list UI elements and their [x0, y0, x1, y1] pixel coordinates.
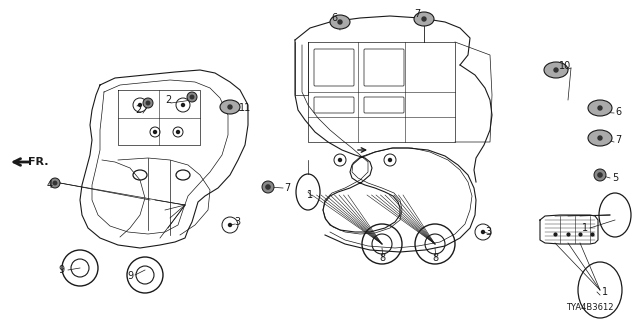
- Text: 7: 7: [284, 183, 290, 193]
- Text: 4: 4: [47, 180, 53, 190]
- Text: 1: 1: [307, 190, 313, 200]
- Text: 2: 2: [165, 95, 171, 105]
- Circle shape: [50, 178, 60, 188]
- Circle shape: [228, 105, 232, 109]
- Text: 7: 7: [414, 9, 420, 19]
- Circle shape: [262, 181, 274, 193]
- Ellipse shape: [588, 100, 612, 116]
- Circle shape: [53, 181, 57, 185]
- Text: TYA4B3612: TYA4B3612: [566, 303, 614, 313]
- Text: 1: 1: [602, 287, 608, 297]
- Ellipse shape: [220, 100, 240, 114]
- Ellipse shape: [330, 15, 350, 29]
- Text: 11: 11: [239, 103, 251, 113]
- Circle shape: [481, 230, 484, 234]
- Text: 1: 1: [582, 223, 588, 233]
- Text: 3: 3: [234, 217, 240, 227]
- Circle shape: [388, 158, 392, 162]
- Circle shape: [147, 101, 150, 105]
- Text: 2: 2: [135, 105, 141, 115]
- Text: 6: 6: [615, 107, 621, 117]
- Text: 3: 3: [485, 227, 491, 237]
- Circle shape: [598, 106, 602, 110]
- Circle shape: [143, 98, 153, 108]
- Text: 5: 5: [612, 173, 618, 183]
- Circle shape: [594, 169, 606, 181]
- Circle shape: [338, 20, 342, 24]
- Circle shape: [422, 17, 426, 21]
- Ellipse shape: [414, 12, 434, 26]
- Circle shape: [182, 103, 184, 107]
- Text: 10: 10: [559, 61, 571, 71]
- Circle shape: [187, 92, 197, 102]
- Text: 9: 9: [58, 265, 64, 275]
- Text: 9: 9: [127, 271, 133, 281]
- Text: FR.: FR.: [28, 157, 48, 167]
- Text: 8: 8: [379, 253, 385, 263]
- Circle shape: [228, 223, 232, 227]
- Ellipse shape: [588, 130, 612, 146]
- Circle shape: [598, 173, 602, 177]
- Text: 7: 7: [615, 135, 621, 145]
- Circle shape: [266, 185, 270, 189]
- Circle shape: [138, 103, 141, 107]
- Text: 8: 8: [432, 253, 438, 263]
- Circle shape: [554, 68, 558, 72]
- Circle shape: [177, 131, 179, 133]
- Circle shape: [598, 136, 602, 140]
- Circle shape: [154, 131, 157, 133]
- Circle shape: [190, 95, 194, 99]
- Ellipse shape: [544, 62, 568, 78]
- Circle shape: [339, 158, 342, 162]
- Text: 6: 6: [331, 13, 337, 23]
